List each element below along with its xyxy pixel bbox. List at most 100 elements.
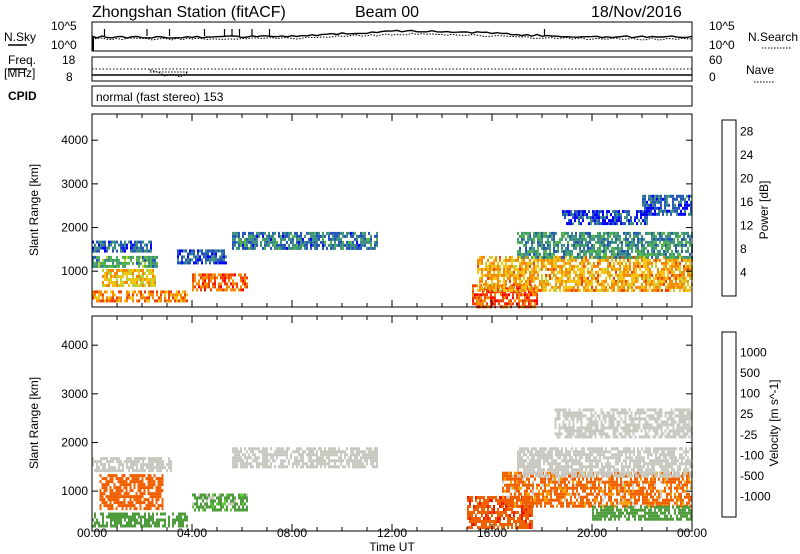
data-cell [551,237,553,241]
data-cell [254,453,256,457]
data-cell [620,213,622,217]
data-cell [143,492,146,496]
data-cell [645,273,647,277]
data-cell [550,489,552,493]
data-cell [502,477,504,481]
data-cell [545,252,547,256]
data-cell [139,486,142,490]
data-cell [617,249,619,253]
data-cell [102,463,104,467]
data-cell [98,249,100,253]
data-cell [648,209,650,213]
data-cell [215,258,217,262]
data-cell [572,492,574,496]
data-cell [236,285,238,289]
data-cell [118,518,120,522]
data-cell [356,456,358,460]
data-cell [683,231,685,235]
data-cell [103,477,106,481]
data-cell [240,243,242,247]
data-cell [657,270,659,274]
data-cell [575,240,577,244]
data-cell [608,498,610,502]
data-cell [619,240,621,244]
data-cell [545,255,547,259]
data-cell [501,502,503,505]
data-cell [654,209,656,213]
data-cell [607,255,609,259]
data-cell [148,272,150,275]
data-cell [581,249,583,253]
data-cell [672,194,674,198]
data-cell [498,302,500,306]
data-cell [152,261,154,265]
data-cell [609,285,611,289]
data-cell [621,252,623,256]
data-cell [499,288,501,292]
data-cell [312,462,314,466]
data-cell [270,237,272,241]
data-cell [499,496,501,499]
data-cell [111,495,114,499]
data-cell [196,282,198,286]
data-cell [475,508,477,511]
data-cell [368,456,370,460]
data-cell [661,267,663,271]
data-cell [290,453,292,457]
data-cell [114,469,116,473]
data-cell [529,234,531,238]
data-cell [611,273,613,277]
data-cell [568,219,570,223]
data-cell [368,240,370,244]
data-cell [147,486,150,490]
data-cell [149,474,152,478]
data-cell [514,495,516,499]
data-cell [587,240,589,244]
data-cell [518,483,520,487]
data-cell [178,293,180,297]
data-cell [532,293,534,297]
data-cell [104,469,106,473]
data-cell [586,213,588,217]
data-cell [649,243,651,247]
data-cell [584,489,586,493]
data-cell [508,477,510,481]
data-cell [184,515,186,519]
data-cell [120,296,122,300]
data-cell [124,272,126,275]
data-cell [589,282,591,286]
data-cell [587,231,589,235]
data-cell [523,523,525,526]
data-cell [140,284,142,287]
data-cell [106,278,108,281]
data-cell [236,459,238,463]
data-cell [633,282,635,286]
data-cell [555,279,557,283]
data-cell [260,240,262,244]
data-cell [114,466,116,470]
data-cell [591,288,593,292]
data-cell [537,273,539,277]
data-cell [635,255,637,259]
data-cell [217,258,219,262]
data-cell [376,465,378,469]
data-cell [356,450,358,454]
data-cell [614,213,616,217]
data-cell [494,299,496,303]
data-cell [488,296,490,300]
data-cell [634,489,636,493]
data-cell [240,447,242,451]
data-cell [615,273,617,277]
noise-left-tick-bottom: 10^0 [51,38,77,52]
data-cell [545,273,547,277]
data-cell [523,526,525,529]
data-cell [151,486,154,490]
data-cell [671,249,673,253]
data-cell [555,285,557,289]
data-cell [644,216,646,220]
data-cell [635,258,637,262]
data-cell [501,273,503,277]
data-cell [203,252,205,256]
data-cell [254,447,256,451]
data-cell [565,255,567,259]
